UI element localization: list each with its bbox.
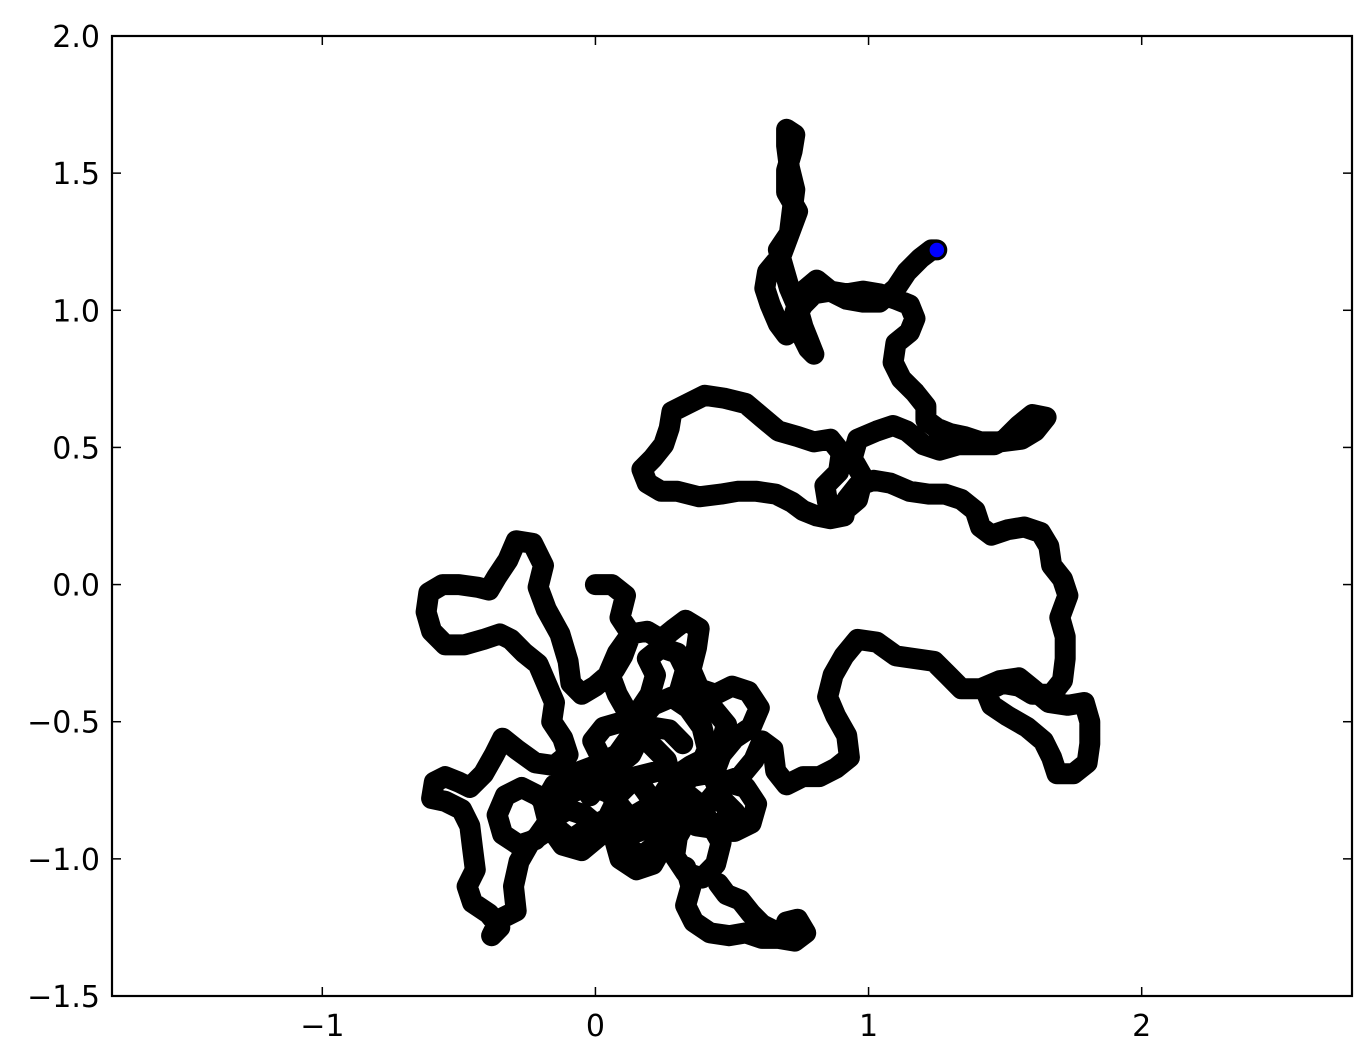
y-tick-label: 1.0: [52, 294, 100, 329]
x-tick-label: −1: [300, 1009, 344, 1044]
y-tick-label: 0.0: [52, 569, 100, 604]
x-tick-label: 0: [586, 1009, 605, 1044]
x-tick-label: 1: [859, 1009, 878, 1044]
axes: −1 0 1 2 −1.5 −1.0 −0.5 0.0 0.5 1.0 1.5 2.0: [27, 20, 1354, 1044]
endpoint-marker: [928, 241, 946, 259]
y-tick-label: −0.5: [27, 706, 100, 741]
y-tick-label: 0.5: [52, 431, 100, 466]
trajectory-series-0: [415, 118, 1101, 947]
x-tick-label: 2: [1132, 1009, 1151, 1044]
y-tick-label: −1.0: [27, 843, 100, 878]
trajectory-series-2: [582, 637, 768, 842]
axes-frame: [110, 34, 1354, 998]
trajectory-series-3: [675, 856, 817, 952]
y-tick-label: −1.5: [27, 980, 100, 1015]
y-tick-label: 1.5: [52, 157, 100, 192]
y-tick-label: 2.0: [52, 20, 100, 55]
plot-area: [415, 118, 1101, 952]
plot-marks: [415, 118, 1101, 952]
